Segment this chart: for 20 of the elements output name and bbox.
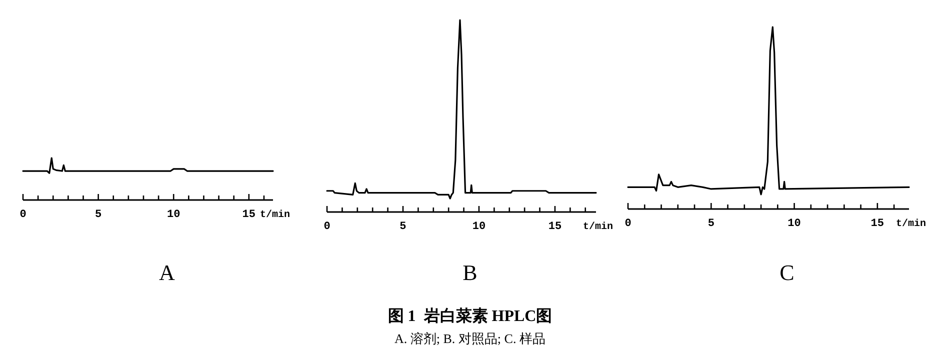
x-tick-label: 10 [788,218,801,230]
text: B [462,260,478,285]
x-tick-label: 15 [870,218,884,230]
x-tick-label: 0 [324,221,330,233]
x-tick-label: 10 [167,209,180,221]
x-tick-label: 0 [624,218,632,230]
x-tick-label: 5 [94,209,102,221]
x-tick-label: 5 [400,221,407,233]
x-axis-title: t/min [896,218,926,230]
x-tick-label: 15 [242,209,256,221]
text: C [780,260,794,285]
x-axis-title: t/min [260,209,290,221]
x-tick-label: 10 [472,221,486,233]
caption: 图 1 岩白菜素 HPLC图 [388,307,552,325]
x-axis-title: t/min [582,221,614,233]
text: A [159,260,176,285]
x-tick-label: 15 [548,221,562,233]
text: A. 溶剂; B. 对照品; C. 样品 [394,331,546,346]
x-tick-label: 5 [708,218,715,230]
x-tick-label: 0 [20,209,26,221]
